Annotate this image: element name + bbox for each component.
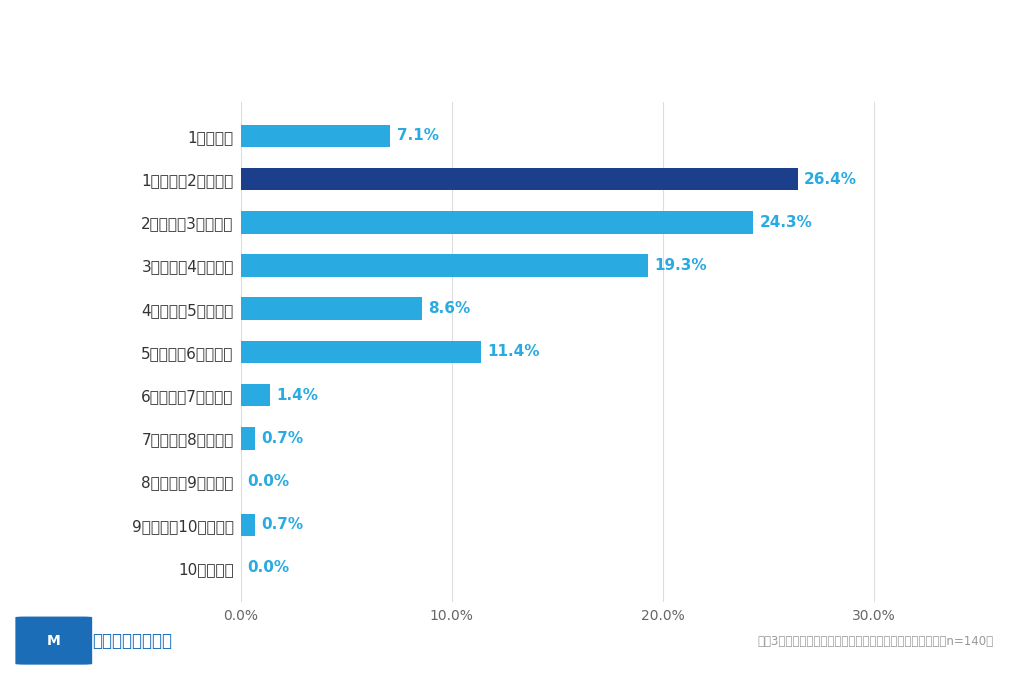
Bar bbox=[241, 254, 648, 277]
Bar bbox=[241, 427, 255, 449]
Text: M: M bbox=[47, 633, 60, 648]
Bar bbox=[241, 341, 481, 363]
Bar bbox=[241, 211, 754, 233]
Text: Q4: Q4 bbox=[24, 29, 83, 66]
Text: じゅけラボ予備校: じゅけラボ予備校 bbox=[92, 632, 172, 650]
Text: 24.3%: 24.3% bbox=[760, 215, 813, 230]
Text: 11.4%: 11.4% bbox=[487, 345, 540, 359]
Text: 8.6%: 8.6% bbox=[428, 301, 471, 316]
Bar bbox=[241, 384, 270, 406]
Text: 高校3年生の子どもが塾または予備校に通っていた保護者（n=140）: 高校3年生の子どもが塾または予備校に通っていた保護者（n=140） bbox=[757, 635, 993, 648]
Bar bbox=[241, 168, 798, 190]
Text: 19.3%: 19.3% bbox=[654, 258, 707, 273]
Text: 0.7%: 0.7% bbox=[262, 517, 304, 532]
Text: 0.0%: 0.0% bbox=[247, 474, 289, 489]
Text: 適正だと思う塾・予備校の月額費用はいくらですか？: 適正だと思う塾・予備校の月額費用はいくらですか？ bbox=[113, 34, 512, 62]
Text: 26.4%: 26.4% bbox=[804, 172, 857, 187]
Text: 0.0%: 0.0% bbox=[247, 560, 289, 575]
Text: 7.1%: 7.1% bbox=[396, 129, 439, 144]
Text: 1.4%: 1.4% bbox=[276, 388, 318, 403]
Bar bbox=[241, 298, 422, 320]
FancyBboxPatch shape bbox=[15, 616, 92, 665]
Text: 0.7%: 0.7% bbox=[262, 431, 304, 446]
Bar bbox=[241, 124, 390, 147]
Bar bbox=[241, 514, 255, 536]
